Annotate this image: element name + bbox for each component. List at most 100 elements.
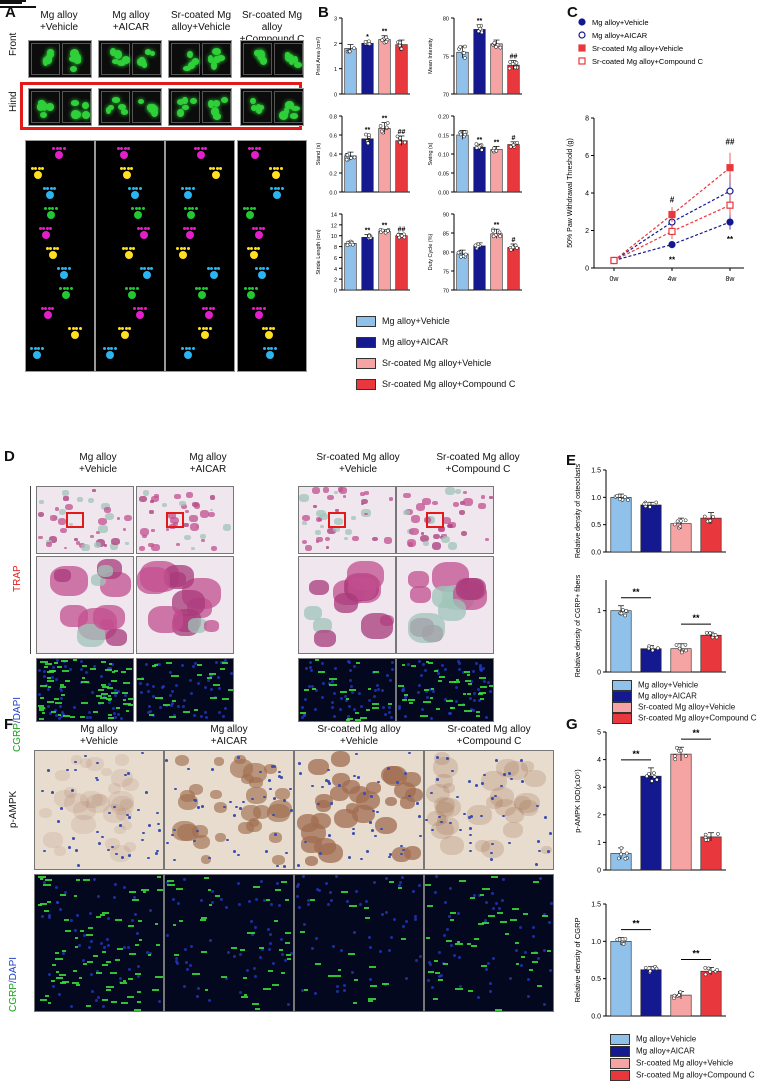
data-point [458, 45, 463, 49]
cgrp-fiber [47, 700, 55, 703]
significance-mark: ## [510, 54, 518, 61]
paw-dot [182, 105, 189, 111]
stained-cell [193, 503, 201, 509]
paw-toe [136, 227, 140, 230]
dapi-nucleus [305, 667, 309, 671]
cgrp-fiber [487, 915, 495, 918]
paw-pad [187, 211, 196, 219]
dapi-nucleus [157, 999, 161, 1003]
paw-mark [42, 187, 57, 199]
dapi-nucleus [414, 918, 418, 922]
dapi-nucleus [49, 711, 53, 715]
dapi-nucleus [398, 880, 402, 884]
dapi-nucleus [131, 918, 135, 922]
dapi-nucleus [146, 690, 150, 694]
legend-marker [578, 44, 586, 52]
cgrp-fiber [353, 978, 359, 981]
paw-toe [266, 347, 270, 350]
y-tick-label: 70 [443, 289, 449, 295]
data-point [677, 993, 681, 997]
paw-toe [132, 287, 136, 290]
dapi-nucleus [188, 679, 192, 683]
paw-toe [44, 207, 48, 210]
ihc-stained-fiber [191, 825, 209, 839]
paw-dot [139, 56, 145, 63]
dapi-nucleus [437, 672, 441, 676]
paw-toe [186, 247, 190, 250]
cgrp-fiber [117, 947, 123, 950]
paw-dot [38, 100, 45, 106]
ihc-stained-fiber [214, 832, 226, 842]
paw-toe [51, 307, 55, 310]
dapi-nucleus [209, 674, 213, 678]
data-point [643, 965, 648, 970]
cgrp-fiber [60, 893, 67, 896]
stained-cell [189, 523, 200, 531]
dapi-nucleus [200, 714, 204, 718]
cgrp-dapi-image [294, 874, 424, 1012]
paw-toe [201, 327, 205, 330]
legend-item: Sr-coated Mg alloy+Vehicle [610, 1058, 733, 1069]
stained-cell [39, 500, 45, 504]
paw-dot [117, 59, 126, 66]
dapi-nucleus [183, 985, 187, 989]
paw-dot [208, 99, 214, 108]
hematoxylin-nucleus [520, 759, 524, 762]
paw-dot [121, 56, 131, 64]
cgrp-fiber [44, 995, 49, 998]
stained-cell [61, 489, 70, 496]
dapi-nucleus [128, 968, 132, 972]
dapi-nucleus [68, 667, 72, 671]
cgrp-fiber [425, 883, 431, 886]
paw-toe [55, 147, 59, 150]
paw-toe [69, 287, 73, 290]
bar [456, 134, 469, 193]
stained-cell [123, 528, 127, 531]
dapi-nucleus [37, 668, 41, 672]
dapi-nucleus [388, 710, 392, 714]
dapi-nucleus [404, 919, 408, 923]
dapi-nucleus [398, 707, 402, 711]
dapi-nucleus [47, 972, 51, 976]
dapi-nucleus [114, 716, 118, 720]
paw-mark [193, 147, 208, 159]
y-tick-label: 8 [334, 245, 337, 251]
dapi-nucleus [116, 712, 120, 716]
dapi-nucleus [434, 891, 438, 895]
paw-print [62, 43, 91, 75]
dapi-nucleus [114, 883, 118, 887]
dapi-nucleus [334, 875, 338, 879]
legend-item: Sr-coated Mg alloy+Compound C [356, 379, 515, 391]
paw-toe [193, 227, 197, 230]
stained-cell [318, 518, 322, 522]
dapi-nucleus [219, 898, 223, 902]
ihc-stained-fiber [432, 757, 459, 778]
stained-cell [463, 497, 474, 506]
a-row-hind: Hind [8, 91, 19, 112]
cgrp-fiber [47, 679, 54, 682]
stained-cell [406, 539, 417, 547]
p-ampk-ihc-image [164, 750, 294, 870]
hematoxylin-nucleus [280, 776, 284, 779]
dapi-nucleus [99, 941, 103, 945]
dapi-nucleus [229, 671, 233, 675]
dapi-nucleus [471, 669, 475, 673]
data-point [498, 45, 503, 50]
hematoxylin-nucleus [193, 798, 197, 802]
significance-mark: ** [382, 116, 388, 123]
dapi-nucleus [269, 942, 273, 946]
cgrp-fiber [76, 878, 81, 881]
footprint-track [25, 140, 95, 372]
stained-cell [313, 617, 332, 633]
dapi-nucleus [119, 977, 123, 981]
cgrp-fiber [479, 685, 487, 688]
paw-toe [198, 327, 202, 330]
ihc-stained-fiber [263, 764, 277, 775]
cgrp-fiber [500, 921, 508, 924]
paw-toe [147, 227, 151, 230]
dapi-nucleus [431, 689, 435, 693]
paw-mark [255, 267, 269, 279]
hematoxylin-nucleus [268, 787, 272, 790]
cgrp-fiber [368, 1000, 373, 1003]
